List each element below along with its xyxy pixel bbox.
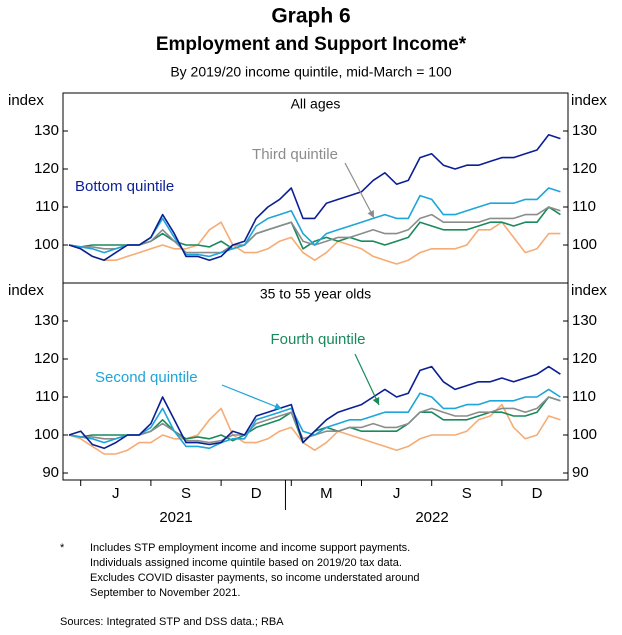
x-tick-label: S bbox=[181, 485, 191, 502]
annotation: Third quintile bbox=[252, 146, 338, 163]
y2-axis-label: index bbox=[571, 282, 607, 299]
y2-tick-label: 130 bbox=[572, 122, 597, 139]
panel-title: All ages bbox=[291, 96, 341, 112]
y2-axis-label: index bbox=[571, 92, 607, 109]
annotation: Bottom quintile bbox=[75, 178, 174, 195]
y-tick-label: 110 bbox=[35, 388, 59, 405]
y2-tick-label: 130 bbox=[572, 312, 597, 329]
x-tick-label: S bbox=[462, 485, 472, 502]
year-label: 2021 bbox=[159, 509, 192, 526]
series-line bbox=[68, 134, 561, 261]
y2-tick-label: 110 bbox=[572, 388, 596, 405]
y-tick-label: 130 bbox=[34, 312, 59, 329]
x-tick-label: J bbox=[112, 485, 120, 502]
annotation-arrow bbox=[221, 384, 283, 410]
y-tick-label: 100 bbox=[34, 236, 59, 253]
year-label: 2022 bbox=[415, 509, 448, 526]
y2-tick-label: 100 bbox=[572, 426, 597, 443]
footnote-line: Excludes COVID disaster payments, so inc… bbox=[90, 572, 420, 584]
y-tick-label: 120 bbox=[34, 160, 59, 177]
series-line bbox=[68, 365, 561, 450]
y-tick-label: 110 bbox=[35, 198, 59, 215]
annotation-arrow bbox=[344, 162, 375, 219]
annotation-arrow bbox=[354, 353, 380, 406]
annotation: Second quintile bbox=[95, 369, 198, 386]
y2-tick-label: 110 bbox=[572, 198, 596, 215]
chart-subtitle: By 2019/20 income quintile, mid-March = … bbox=[170, 64, 452, 80]
annotation: Fourth quintile bbox=[270, 331, 365, 348]
footnote-line: Individuals assigned income quintile bas… bbox=[90, 557, 402, 569]
y2-tick-label: 120 bbox=[572, 160, 597, 177]
footnote-line: Includes STP employment income and incom… bbox=[90, 542, 410, 554]
chart-title: Employment and Support Income* bbox=[156, 34, 467, 55]
y2-tick-label: 90 bbox=[572, 464, 589, 481]
y-axis-label: index bbox=[8, 282, 44, 299]
sources: Sources: Integrated STP and DSS data.; R… bbox=[60, 616, 284, 628]
y-tick-label: 120 bbox=[34, 350, 59, 367]
panel-title: 35 to 55 year olds bbox=[260, 286, 371, 302]
series-line bbox=[68, 187, 561, 258]
x-tick-label: D bbox=[251, 485, 262, 502]
series-line bbox=[68, 403, 561, 455]
plot-frame bbox=[62, 92, 569, 481]
x-tick-label: M bbox=[320, 485, 333, 502]
y-tick-label: 130 bbox=[34, 122, 59, 139]
series-line bbox=[68, 388, 561, 450]
y-tick-label: 90 bbox=[42, 464, 59, 481]
footnote-line: September to November 2021. bbox=[90, 587, 240, 599]
y-axis-label: index bbox=[8, 92, 44, 109]
graph-number: Graph 6 bbox=[271, 5, 350, 28]
series-line bbox=[68, 221, 561, 265]
x-tick-label: D bbox=[532, 485, 543, 502]
x-tick-label: J bbox=[393, 485, 401, 502]
footnote-marker: * bbox=[60, 542, 65, 554]
y-tick-label: 100 bbox=[34, 426, 59, 443]
y2-tick-label: 120 bbox=[572, 350, 597, 367]
y2-tick-label: 100 bbox=[572, 236, 597, 253]
